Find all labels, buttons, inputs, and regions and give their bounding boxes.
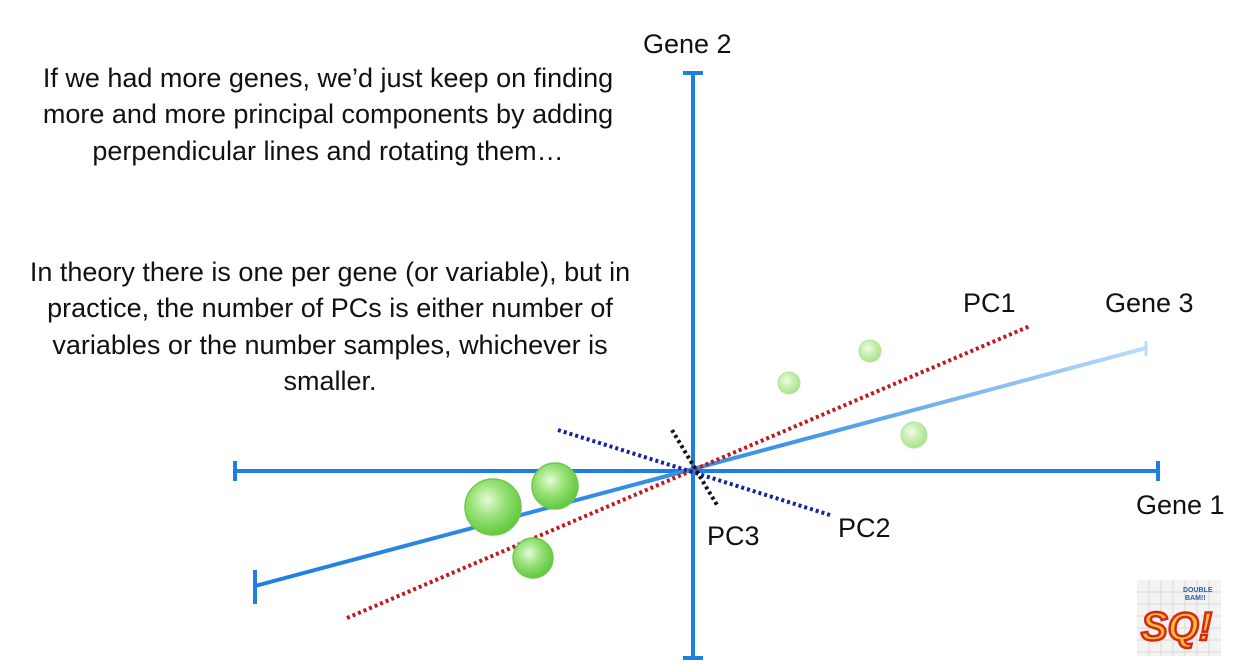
data-point: [900, 421, 928, 449]
gene2-axis-label: Gene 2: [643, 29, 732, 59]
gene1-axis: [233, 461, 1160, 481]
statquest-logo: DOUBLE BAM!! SQ!: [1137, 580, 1221, 656]
pc1-line: [346, 324, 1031, 620]
data-point: [512, 537, 554, 579]
svg-text:DOUBLE: DOUBLE: [1183, 587, 1213, 594]
pc3-label: PC3: [707, 521, 760, 551]
pc3-line: [670, 428, 719, 507]
pc1-label: PC1: [963, 288, 1016, 318]
data-points: [464, 339, 928, 579]
data-point: [777, 371, 801, 395]
gene3-axis-label: Gene 3: [1105, 288, 1194, 318]
gene2-axis: [683, 71, 703, 660]
pc2-label: PC2: [838, 513, 891, 543]
data-point: [464, 478, 522, 536]
data-point: [531, 462, 579, 510]
svg-text:SQ!: SQ!: [1141, 605, 1212, 649]
gene1-axis-label: Gene 1: [1136, 490, 1225, 520]
explanation-paragraph-2: In theory there is one per gene (or vari…: [29, 257, 631, 397]
svg-text:BAM!!: BAM!!: [1185, 595, 1206, 602]
explanation-paragraph-1: If we had more genes, we’d just keep on …: [42, 63, 614, 166]
data-point: [858, 339, 882, 363]
